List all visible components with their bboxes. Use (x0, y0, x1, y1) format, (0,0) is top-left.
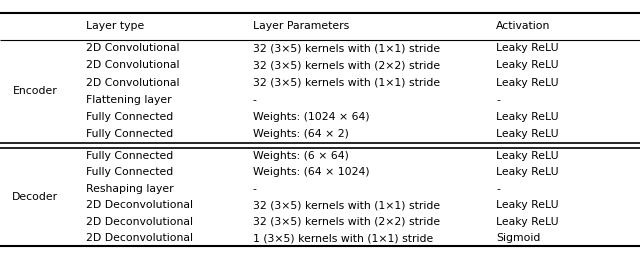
Text: -: - (496, 184, 500, 194)
Text: Fully Connected: Fully Connected (86, 129, 173, 139)
Text: 32 (3×5) kernels with (1×1) stride: 32 (3×5) kernels with (1×1) stride (253, 200, 440, 210)
Text: Layer type: Layer type (86, 21, 145, 31)
Text: Weights: (1024 × 64): Weights: (1024 × 64) (253, 112, 369, 122)
Text: 32 (3×5) kernels with (1×1) stride: 32 (3×5) kernels with (1×1) stride (253, 43, 440, 53)
Text: -: - (253, 95, 257, 105)
Text: Leaky ReLU: Leaky ReLU (496, 129, 559, 139)
Text: Leaky ReLU: Leaky ReLU (496, 167, 559, 177)
Text: 2D Convolutional: 2D Convolutional (86, 43, 180, 53)
Text: Decoder: Decoder (12, 192, 58, 202)
Text: -: - (253, 184, 257, 194)
Text: Leaky ReLU: Leaky ReLU (496, 43, 559, 53)
Text: Leaky ReLU: Leaky ReLU (496, 60, 559, 70)
Text: 2D Deconvolutional: 2D Deconvolutional (86, 217, 193, 227)
Text: Leaky ReLU: Leaky ReLU (496, 151, 559, 161)
Text: 1 (3×5) kernels with (1×1) stride: 1 (3×5) kernels with (1×1) stride (253, 233, 433, 243)
Text: Sigmoid: Sigmoid (496, 233, 540, 243)
Text: Leaky ReLU: Leaky ReLU (496, 217, 559, 227)
Text: Weights: (64 × 1024): Weights: (64 × 1024) (253, 167, 369, 177)
Text: 2D Deconvolutional: 2D Deconvolutional (86, 200, 193, 210)
Text: 2D Convolutional: 2D Convolutional (86, 78, 180, 88)
Text: Weights: (64 × 2): Weights: (64 × 2) (253, 129, 349, 139)
Text: Fully Connected: Fully Connected (86, 167, 173, 177)
Text: 2D Deconvolutional: 2D Deconvolutional (86, 233, 193, 243)
Text: 32 (3×5) kernels with (2×2) stride: 32 (3×5) kernels with (2×2) stride (253, 217, 440, 227)
Text: Encoder: Encoder (13, 86, 58, 96)
Text: 2D Convolutional: 2D Convolutional (86, 60, 180, 70)
Text: -: - (496, 95, 500, 105)
Text: Reshaping layer: Reshaping layer (86, 184, 174, 194)
Text: Leaky ReLU: Leaky ReLU (496, 78, 559, 88)
Text: Fully Connected: Fully Connected (86, 151, 173, 161)
Text: Flattening layer: Flattening layer (86, 95, 172, 105)
Text: Leaky ReLU: Leaky ReLU (496, 200, 559, 210)
Text: 32 (3×5) kernels with (2×2) stride: 32 (3×5) kernels with (2×2) stride (253, 60, 440, 70)
Text: Weights: (6 × 64): Weights: (6 × 64) (253, 151, 349, 161)
Text: Leaky ReLU: Leaky ReLU (496, 112, 559, 122)
Text: Fully Connected: Fully Connected (86, 112, 173, 122)
Text: 32 (3×5) kernels with (1×1) stride: 32 (3×5) kernels with (1×1) stride (253, 78, 440, 88)
Text: Layer Parameters: Layer Parameters (253, 21, 349, 31)
Text: Activation: Activation (496, 21, 550, 31)
